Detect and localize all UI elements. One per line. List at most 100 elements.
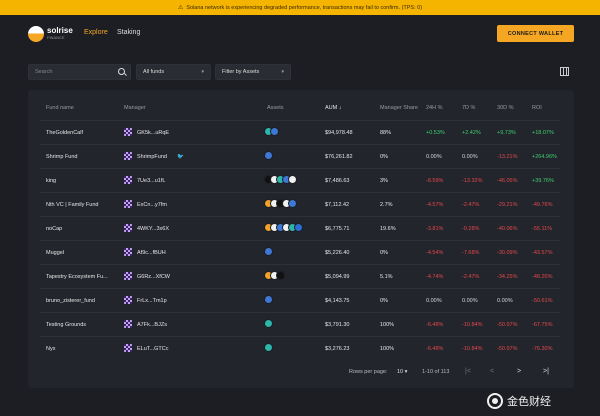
asset-token-icon bbox=[264, 343, 273, 352]
table-header: Fund name Manager Assets AUM ↓ Manager S… bbox=[40, 105, 560, 119]
change-30d-value: -50.97% bbox=[497, 322, 518, 328]
header-7d[interactable]: 7D % bbox=[462, 105, 476, 111]
header-assets[interactable]: Assets bbox=[267, 105, 284, 111]
manager-avatar-icon bbox=[124, 344, 132, 352]
table-row[interactable]: king 7Ue3...u1fL $7,486.63 3% -8.59% -13.32% -… bbox=[40, 168, 560, 192]
twitter-icon[interactable]: 🐦 bbox=[177, 154, 184, 160]
change-7d-value: +2.42% bbox=[462, 130, 481, 136]
table-row[interactable]: Shrimp Fund ShrimpFund 🐦 $76,261.82 0% 0.00% 0… bbox=[40, 144, 560, 168]
change-30d-value: -40.06% bbox=[497, 226, 518, 232]
aum-value: $5,094.99 bbox=[325, 274, 350, 280]
fund-name[interactable]: noCap bbox=[46, 226, 63, 232]
change-24h-value: -3.81% bbox=[426, 226, 444, 232]
fund-name[interactable]: Nyx bbox=[46, 346, 56, 352]
assets-filter-select[interactable]: Filter by Assets ▾ bbox=[215, 64, 291, 80]
manager-name[interactable]: 4WKY...3x6X bbox=[137, 226, 169, 232]
manager-name[interactable]: FrLx...Tm1p bbox=[137, 298, 167, 304]
header-24h[interactable]: 24H % bbox=[426, 105, 443, 111]
rows-per-page-value: 10 bbox=[397, 369, 404, 375]
rows-per-page-select[interactable]: 10 ▾ bbox=[397, 369, 408, 375]
manager-name[interactable]: Af9c...fBUH bbox=[137, 250, 166, 256]
table-row[interactable]: Nth VC | Family Fund ExCn...y7fm $7,112.42… bbox=[40, 192, 560, 216]
fund-name[interactable]: Testing Grounds bbox=[46, 322, 87, 328]
assets-filter-placeholder: Filter by Assets bbox=[222, 69, 260, 75]
change-24h-value: -8.59% bbox=[426, 178, 444, 184]
fund-name[interactable]: Shrimp Fund bbox=[46, 154, 78, 160]
change-7d-value: -13.32% bbox=[462, 178, 483, 184]
change-7d-value: -0.28% bbox=[462, 226, 480, 232]
change-30d-value: -29.21% bbox=[497, 202, 518, 208]
next-page-icon[interactable]: > bbox=[517, 368, 522, 375]
fund-name[interactable]: Muggel bbox=[46, 250, 65, 256]
manager-share-value: 100% bbox=[380, 346, 395, 352]
header-fund-name[interactable]: Fund name bbox=[46, 105, 74, 111]
asset-token-icon bbox=[264, 247, 273, 256]
roi-value: -48.20% bbox=[532, 274, 553, 280]
header-aum[interactable]: AUM ↓ bbox=[325, 105, 342, 111]
manager-name[interactable]: ShrimpFund bbox=[137, 154, 167, 160]
prev-page-icon[interactable]: < bbox=[490, 368, 495, 375]
watermark-logo-icon bbox=[487, 393, 503, 409]
manager-name[interactable]: 7Ue3...u1fL bbox=[137, 178, 166, 184]
rows-per-page-label: Rows per page: bbox=[349, 369, 388, 375]
asset-token-icon bbox=[288, 175, 297, 184]
change-30d-value: 0.00% bbox=[497, 298, 513, 304]
fund-name[interactable]: Tapestry Ecosystem Fu... bbox=[46, 274, 108, 280]
manager-share-value: 100% bbox=[380, 322, 395, 328]
manager-share-value: 88% bbox=[380, 130, 392, 136]
table-row[interactable]: Testing Grounds A7Fk...BJZs $3,791.30 100% -… bbox=[40, 312, 560, 336]
first-page-icon[interactable]: |< bbox=[465, 368, 471, 375]
roi-value: -49.76% bbox=[532, 202, 553, 208]
manager-name[interactable]: ELuT...GTCc bbox=[137, 346, 169, 352]
table-row[interactable]: Muggel Af9c...fBUH $5,226.40 0% -4.54% -7.68%… bbox=[40, 240, 560, 264]
manager-name[interactable]: G6Rz...XfCW bbox=[137, 274, 171, 280]
manager-name[interactable]: GK5k...uRqE bbox=[137, 130, 170, 136]
change-7d-value: -2.47% bbox=[462, 274, 480, 280]
manager-name[interactable]: ExCn...y7fm bbox=[137, 202, 167, 208]
roi-value: -55.11% bbox=[532, 226, 553, 232]
change-24h-value: 0.00% bbox=[426, 298, 442, 304]
change-7d-value: -2.47% bbox=[462, 202, 480, 208]
change-7d-value: -10.84% bbox=[462, 346, 483, 352]
fund-name[interactable]: TheGoldenCalf bbox=[46, 130, 83, 136]
fund-name[interactable]: bruno_zisterer_fund bbox=[46, 298, 95, 304]
search-input[interactable]: Search bbox=[28, 64, 131, 80]
warning-icon: ⚠ bbox=[177, 5, 184, 11]
nav-explore[interactable]: Explore bbox=[84, 29, 108, 36]
header-manager[interactable]: Manager bbox=[124, 105, 146, 111]
table-row[interactable]: bruno_zisterer_fund FrLx...Tm1p $4,143.75 0… bbox=[40, 288, 560, 312]
aum-value: $4,143.75 bbox=[325, 298, 350, 304]
grid-view-icon[interactable] bbox=[560, 67, 569, 76]
change-24h-value: 0.00% bbox=[426, 154, 442, 160]
connect-wallet-button[interactable]: CONNECT WALLET bbox=[497, 25, 574, 42]
manager-share-value: 0% bbox=[380, 250, 388, 256]
manager-avatar-icon bbox=[124, 272, 132, 280]
header-30d[interactable]: 30D % bbox=[497, 105, 514, 111]
solrise-logo[interactable] bbox=[28, 26, 44, 42]
change-7d-value: 0.00% bbox=[462, 298, 478, 304]
manager-name[interactable]: A7Fk...BJZs bbox=[137, 322, 167, 328]
search-icon[interactable] bbox=[118, 68, 125, 75]
table-row[interactable]: Tapestry Ecosystem Fu... G6Rz...XfCW $5,09… bbox=[40, 264, 560, 288]
table-row[interactable]: Nyx ELuT...GTCc $3,276.23 100% -6.48% -10.84%… bbox=[40, 336, 560, 360]
manager-share-value: 19.6% bbox=[380, 226, 396, 232]
watermark-text: 金色财经 bbox=[507, 396, 551, 408]
roi-value: -76.30% bbox=[532, 346, 553, 352]
nav-staking[interactable]: Staking bbox=[117, 29, 141, 36]
change-24h-value: -6.48% bbox=[426, 322, 444, 328]
funds-select-value: All funds bbox=[143, 69, 165, 75]
fund-name[interactable]: Nth VC | Family Fund bbox=[46, 202, 99, 208]
header-manager-share[interactable]: Manager Share bbox=[380, 105, 418, 111]
asset-token-icon bbox=[264, 319, 273, 328]
manager-share-value: 2.7% bbox=[380, 202, 393, 208]
manager-share-value: 3% bbox=[380, 178, 388, 184]
header-roi[interactable]: ROI bbox=[532, 105, 542, 111]
funds-select[interactable]: All funds ▾ bbox=[136, 64, 211, 80]
chevron-down-icon: ▾ bbox=[281, 69, 284, 75]
fund-name[interactable]: king bbox=[46, 178, 57, 184]
last-page-icon[interactable]: >| bbox=[543, 368, 549, 375]
sort-arrow-down-icon: ↓ bbox=[338, 105, 342, 111]
table-row[interactable]: noCap 4WKY...3x6X $6,775.71 19.6% -3.81% -0.2… bbox=[40, 216, 560, 240]
table-row[interactable]: TheGoldenCalf GK5k...uRqE $94,978.48 88% +0.… bbox=[40, 120, 560, 144]
change-30d-value: -13.21% bbox=[497, 154, 518, 160]
